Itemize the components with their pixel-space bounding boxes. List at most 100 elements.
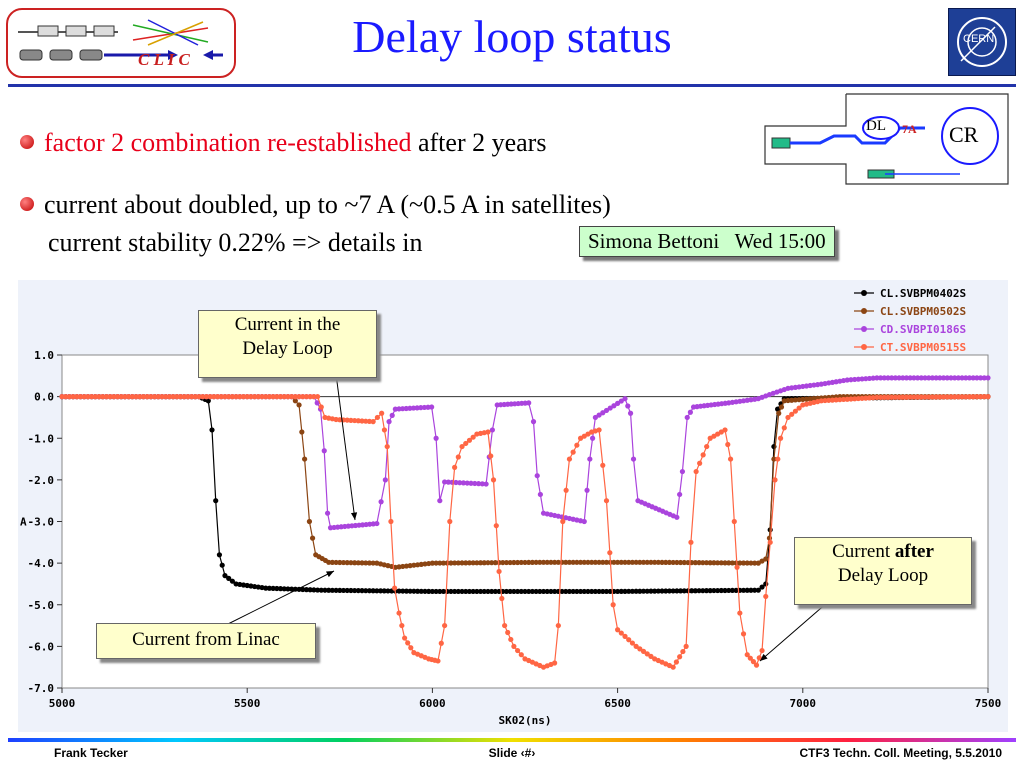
series-point-CL.SVBPM0502S: [752, 560, 758, 566]
series-point-CL.SVBPM0402S: [563, 588, 569, 595]
series-point-CT.SVBPM0515S: [200, 394, 206, 400]
series-point-CT.SVBPM0515S: [96, 394, 102, 400]
series-point-CT.SVBPM0515S: [285, 394, 291, 400]
series-point-CT.SVBPM0515S: [648, 653, 654, 659]
series-point-CL.SVBPM0402S: [600, 588, 606, 595]
series-point-CT.SVBPM0515S: [300, 394, 306, 400]
series-point-CT.SVBPM0515S: [796, 405, 802, 411]
series-point-CT.SVBPM0515S: [944, 394, 950, 400]
series-point-CL.SVBPM0402S: [337, 587, 343, 593]
series-point-CL.SVBPM0502S: [492, 560, 498, 566]
callout-current-from-linac: Current from Linac: [96, 623, 316, 659]
series-point-CL.SVBPM0502S: [448, 560, 454, 566]
series-point-CD.SVBPI0186S: [530, 419, 537, 425]
series-point-CL.SVBPM0402S: [385, 588, 391, 594]
series-point-CL.SVBPM0502S: [537, 559, 543, 565]
series-point-CL.SVBPM0502S: [681, 559, 687, 566]
series-point-CD.SVBPI0186S: [881, 375, 887, 381]
series-point-CT.SVBPM0515S: [731, 518, 737, 525]
series-point-CD.SVBPI0186S: [874, 375, 880, 381]
series-point-CT.SVBPM0515S: [493, 523, 499, 529]
series-point-CD.SVBPI0186S: [981, 375, 987, 381]
series-point-CL.SVBPM0502S: [744, 560, 750, 566]
series-point-CL.SVBPM0502S: [570, 559, 576, 565]
series-point-CT.SVBPM0515S: [970, 394, 976, 400]
series-point-CL.SVBPM0502S: [529, 559, 536, 565]
series-point-CL.SVBPM0402S: [381, 588, 387, 594]
series-point-CT.SVBPM0515S: [77, 394, 84, 400]
series-point-CT.SVBPM0515S: [922, 394, 928, 400]
series-point-CL.SVBPM0402S: [529, 588, 536, 595]
series-point-CL.SVBPM0402S: [377, 588, 384, 594]
series-point-CT.SVBPM0515S: [885, 394, 891, 400]
series-point-CT.SVBPM0515S: [518, 652, 524, 658]
series-point-CD.SVBPI0186S: [600, 410, 606, 416]
series-point-CT.SVBPM0515S: [767, 539, 773, 545]
footer-slide-number: Slide ‹#›: [488, 746, 536, 760]
series-point-CL.SVBPM0502S: [652, 559, 658, 565]
series-point-CD.SVBPI0186S: [472, 480, 478, 487]
series-point-CL.SVBPM0402S: [574, 588, 580, 595]
series-point-CL.SVBPM0502S: [615, 559, 621, 565]
series-point-CL.SVBPM0502S: [507, 559, 513, 566]
series-point-CL.SVBPM0402S: [522, 588, 528, 595]
series-point-CD.SVBPI0186S: [464, 480, 470, 486]
series-point-CD.SVBPI0186S: [933, 375, 939, 381]
series-point-CL.SVBPM0402S: [692, 588, 698, 594]
series-point-CL.SVBPM0502S: [463, 560, 469, 566]
series-point-CL.SVBPM0402S: [618, 588, 624, 594]
series-point-CD.SVBPI0186S: [611, 403, 617, 409]
series-point-CT.SVBPM0515S: [929, 394, 936, 400]
series-point-CL.SVBPM0402S: [566, 588, 573, 595]
series-point-CT.SVBPM0515S: [314, 394, 321, 400]
series-point-CT.SVBPM0515S: [911, 394, 917, 400]
series-point-CT.SVBPM0515S: [753, 662, 760, 668]
series-point-CT.SVBPM0515S: [181, 394, 187, 400]
series-point-CL.SVBPM0502S: [429, 560, 435, 566]
series-point-CL.SVBPM0502S: [778, 404, 785, 410]
series-point-CT.SVBPM0515S: [775, 456, 781, 462]
series-point-CL.SVBPM0402S: [775, 406, 781, 412]
series-point-CL.SVBPM0402S: [300, 586, 306, 593]
series-point-CD.SVBPI0186S: [677, 491, 683, 498]
series-point-CL.SVBPM0402S: [711, 587, 717, 594]
series-point-CT.SVBPM0515S: [355, 418, 361, 424]
series-point-CL.SVBPM0402S: [452, 588, 458, 595]
legend-label: CT.SVBPM0515S: [880, 341, 966, 354]
x-tick-label: 7500: [975, 697, 1002, 710]
series-point-CL.SVBPM0502S: [722, 560, 728, 566]
series-point-CL.SVBPM0402S: [577, 588, 584, 595]
delay-loop-schematic: [764, 93, 1009, 185]
series-point-CT.SVBPM0515S: [370, 419, 376, 425]
series-point-CL.SVBPM0402S: [544, 588, 550, 595]
series-point-CL.SVBPM0402S: [655, 588, 661, 594]
series-point-CL.SVBPM0502S: [703, 560, 710, 566]
series-point-CT.SVBPM0515S: [896, 394, 902, 400]
legend-label: CL.SVBPM0502S: [880, 305, 966, 318]
series-point-CT.SVBPM0515S: [218, 394, 224, 400]
series-point-CL.SVBPM0402S: [277, 586, 284, 592]
series-point-CD.SVBPI0186S: [592, 414, 598, 421]
series-point-CT.SVBPM0515S: [126, 394, 132, 400]
series-point-CD.SVBPI0186S: [321, 448, 327, 454]
series-point-CD.SVBPI0186S: [900, 375, 906, 381]
series-point-CT.SVBPM0515S: [866, 395, 873, 401]
series-point-CL.SVBPM0502S: [640, 559, 647, 565]
series-point-CT.SVBPM0515S: [900, 394, 906, 400]
series-point-CL.SVBPM0402S: [333, 587, 339, 593]
series-point-CL.SVBPM0502S: [611, 559, 617, 565]
series-point-CT.SVBPM0515S: [859, 395, 865, 401]
series-point-CD.SVBPI0186S: [974, 375, 980, 381]
x-tick-label: 5000: [49, 697, 76, 710]
series-point-CT.SVBPM0515S: [727, 456, 734, 462]
series-point-CT.SVBPM0515S: [555, 622, 561, 629]
series-point-CT.SVBPM0515S: [881, 394, 887, 401]
series-point-CD.SVBPI0186S: [877, 375, 884, 381]
y-tick-label: 1.0: [34, 349, 54, 362]
bullet-dot-icon: [20, 135, 34, 149]
series-point-CL.SVBPM0402S: [426, 588, 432, 594]
series-point-CL.SVBPM0402S: [440, 588, 447, 595]
series-point-CL.SVBPM0502S: [459, 560, 465, 566]
series-point-CT.SVBPM0515S: [381, 427, 388, 433]
series-point-CT.SVBPM0515S: [81, 394, 87, 400]
